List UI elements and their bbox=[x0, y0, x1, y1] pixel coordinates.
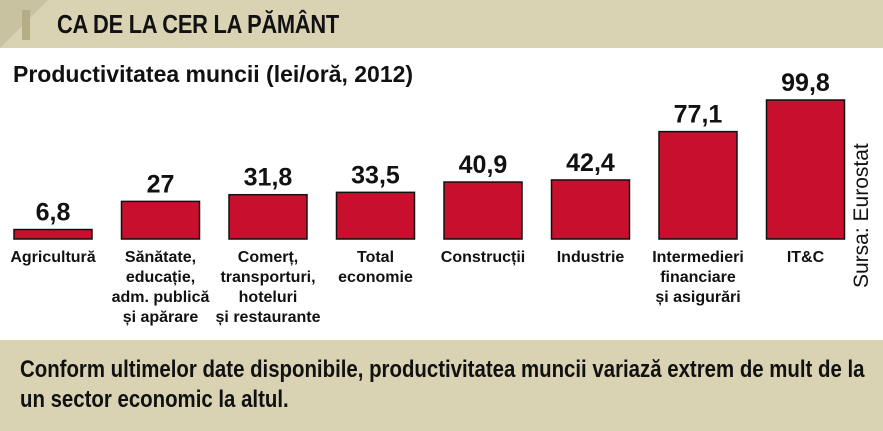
footer-text: Conform ultimelor date disponibile, prod… bbox=[20, 356, 865, 413]
value-label-4: 40,9 bbox=[459, 151, 508, 179]
bar-1 bbox=[120, 200, 201, 240]
header-accent-stripe bbox=[22, 10, 30, 40]
bar-3 bbox=[335, 191, 416, 240]
category-label-2: Comerț, transporturi, hoteluri și restauran… bbox=[216, 249, 321, 326]
bars-layer: 6,8 Agricultură 27 Sănătate, educație, adm. p… bbox=[10, 69, 846, 326]
value-label-1: 27 bbox=[147, 170, 175, 198]
footer-band: Conform ultimelor date disponibile, prod… bbox=[0, 340, 883, 431]
value-label-7: 99,8 bbox=[781, 69, 830, 97]
category-label-3: Total economie bbox=[338, 249, 413, 286]
category-label-0: Agricultură bbox=[10, 249, 95, 266]
bar-0 bbox=[13, 228, 93, 240]
header-band: CA DE LA CER LA PĂMÂNT bbox=[0, 0, 883, 48]
bar-4 bbox=[443, 181, 523, 240]
bar-chart: Productivitatea muncii (lei/oră, 2012) 6… bbox=[10, 61, 873, 326]
value-label-3: 33,5 bbox=[351, 161, 400, 189]
value-label-2: 31,8 bbox=[244, 164, 293, 192]
header-title: CA DE LA CER LA PĂMÂNT bbox=[57, 9, 340, 39]
category-label-1: Sănătate, educație, adm. publică și apărare bbox=[112, 249, 210, 326]
chart-subtitle: Productivitatea muncii (lei/oră, 2012) bbox=[13, 61, 413, 87]
category-label-6: Intermedieri financiare și asigurări bbox=[652, 249, 744, 306]
bar-5 bbox=[550, 179, 631, 240]
source-label: Sursa: Eurostat bbox=[850, 143, 873, 288]
category-label-4: Construcții bbox=[441, 249, 525, 266]
bar-2 bbox=[228, 193, 308, 240]
value-label-5: 42,4 bbox=[566, 149, 615, 177]
bar-7 bbox=[765, 99, 846, 240]
category-label-5: Industrie bbox=[557, 249, 625, 266]
value-label-0: 6,8 bbox=[36, 199, 71, 227]
bar-6 bbox=[658, 130, 738, 240]
value-label-6: 77,1 bbox=[674, 101, 723, 129]
category-label-7: IT&C bbox=[787, 249, 825, 266]
